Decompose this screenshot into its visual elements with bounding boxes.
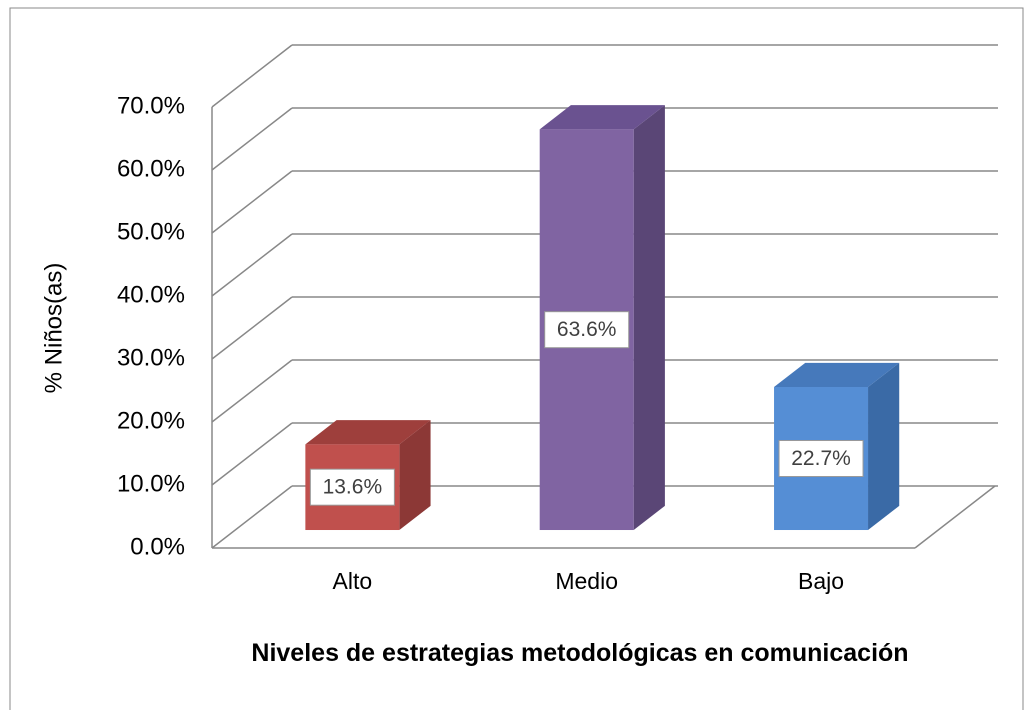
bar-top xyxy=(305,420,431,445)
value-label: 22.7% xyxy=(791,447,851,470)
x-axis-title: Niveles de estrategias metodológicas en … xyxy=(251,639,909,667)
grid-line xyxy=(211,485,293,549)
bar-top xyxy=(539,105,665,130)
grid-line xyxy=(211,44,293,108)
x-tick-label: Medio xyxy=(555,568,618,594)
value-label-box xyxy=(544,311,630,349)
y-tick-label: 20.0% xyxy=(117,407,185,434)
y-tick-label: 50.0% xyxy=(117,218,185,245)
bar-top xyxy=(774,362,900,388)
value-label-box xyxy=(778,440,864,478)
bar-side xyxy=(399,420,431,531)
grid-line xyxy=(211,296,293,360)
y-tick-label: 0.0% xyxy=(130,533,185,560)
bar-side xyxy=(868,362,900,531)
y-tick-label: 60.0% xyxy=(117,155,185,182)
grid-line xyxy=(211,233,293,297)
value-label: 63.6% xyxy=(557,318,617,341)
y-tick-label: 40.0% xyxy=(117,281,185,308)
value-label: 13.6% xyxy=(323,476,383,499)
x-tick-label: Alto xyxy=(333,568,373,594)
value-label-box xyxy=(309,468,395,506)
x-tick-label: Bajo xyxy=(798,568,844,594)
y-tick-label: 70.0% xyxy=(117,92,185,119)
y-tick-label: 10.0% xyxy=(117,470,185,497)
grid-line xyxy=(211,359,293,423)
y-axis-label: % Niños(as) xyxy=(40,263,67,394)
grid-line xyxy=(211,107,293,171)
grid-line xyxy=(211,422,293,486)
y-tick-label: 30.0% xyxy=(117,344,185,371)
grid-line xyxy=(211,170,293,234)
chart-border xyxy=(9,7,1024,710)
floor-side xyxy=(914,485,996,549)
bar-side xyxy=(633,105,665,531)
